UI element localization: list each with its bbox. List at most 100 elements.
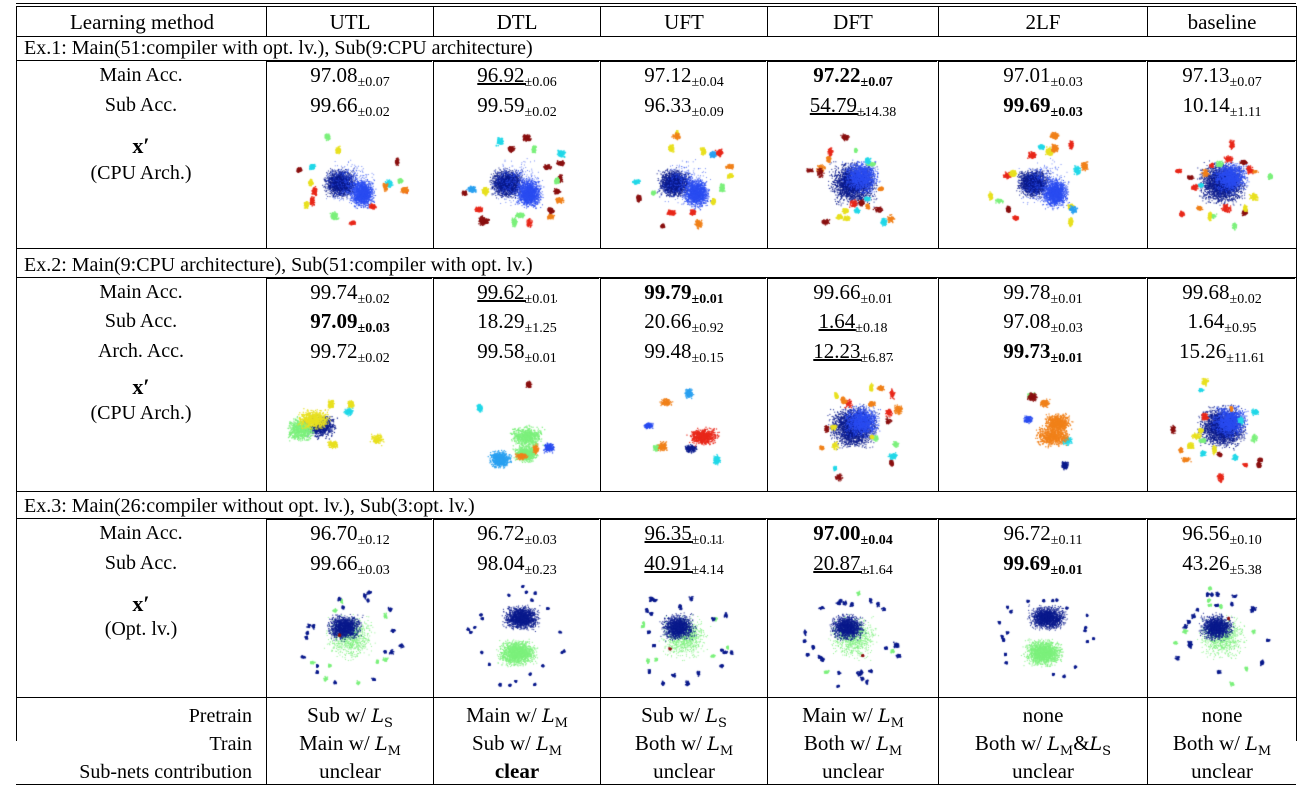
metric-stddev: ±1.64 (860, 563, 893, 578)
tsne-scatter-plot (444, 366, 590, 488)
footer-cell: Both w/ LM (601, 731, 767, 764)
section-2-col-sep (433, 278, 434, 491)
metric-value: 10.14±1.11 (1182, 93, 1262, 120)
metric-value: 99.62±0.01 (477, 280, 557, 307)
metric-value: 99.69±0.01 (1003, 551, 1083, 578)
metric-value: 99.66±0.03 (310, 551, 390, 578)
tsne-scatter-canvas (277, 366, 423, 488)
tsne-scatter-plot (611, 366, 757, 488)
footer-cell: Both w/ LM&LS (939, 731, 1147, 764)
metric-stddev: ±0.03 (1050, 321, 1083, 336)
tsne-scatter-canvas (611, 580, 757, 694)
tsne-scatter-plot (277, 580, 423, 694)
metric-value: 20.87±1.64 (813, 551, 893, 578)
cell-top-rule (939, 519, 1146, 520)
metric-value: 12.23±6.87 (813, 339, 893, 366)
tsne-scatter-canvas (778, 366, 928, 488)
value-cell: 40.91±4.14 (601, 551, 767, 583)
cell-top-rule (768, 61, 937, 62)
metric-stddev: ±0.02 (1229, 292, 1262, 307)
footer-cell: Main w/ LM (768, 703, 938, 736)
cell-top-rule (1148, 61, 1295, 62)
footer-col-sep (767, 697, 768, 785)
tsne-scatter-plot (1158, 366, 1286, 488)
value-cell: 12.23±6.87 (768, 339, 938, 371)
header-baseline: baseline (1187, 10, 1257, 34)
tsne-scatter-canvas (1158, 580, 1286, 694)
value-cell: 97.00±0.04 (768, 521, 938, 553)
metric-stddev: ±0.92 (691, 321, 724, 336)
loss-symbol: LM (1047, 733, 1074, 759)
metric-value: 97.08±0.07 (310, 63, 390, 90)
section-rule-ex3 (16, 518, 1296, 519)
tsne-scatter-plot (949, 366, 1137, 488)
value-cell: 1.64±0.95 (1148, 309, 1296, 341)
metric-value: 18.29±1.25 (477, 309, 557, 336)
value-cell: 96.70±0.12 (267, 521, 433, 553)
metric-stddev: ±0.95 (1224, 321, 1257, 336)
value-cell: 20.87±1.64 (768, 551, 938, 583)
header-learning-method: Learning method (69, 10, 215, 34)
footer-cell: Sub w/ LS (267, 703, 433, 736)
metric-stddev: ±0.12 (357, 533, 390, 548)
value-cell: 99.62±0.01 (434, 280, 600, 312)
metric-stddev: ±0.07 (860, 75, 893, 90)
footer-text: none (1022, 703, 1064, 727)
cell-top-rule (267, 61, 432, 62)
value-cell: 99.78±0.01 (939, 280, 1147, 312)
loss-symbol: LM (1245, 733, 1272, 759)
section-3-col-sep (1147, 519, 1148, 697)
tsne-scatter-canvas (444, 366, 590, 488)
metric-stddev: ±4.14 (691, 563, 724, 578)
tsne-scatter-plot (949, 122, 1137, 244)
metric-stddev: ±0.04 (860, 533, 893, 548)
footer-cell: unclear (1148, 759, 1296, 783)
value-cell: 99.79±0.01 (601, 280, 767, 312)
section-1-col-sep (1147, 61, 1148, 248)
footer-text: Both w/ (803, 731, 877, 755)
metric-value: 97.00±0.04 (813, 521, 893, 548)
value-cell: 10.14±1.11 (1148, 93, 1296, 125)
value-cell: 97.08±0.03 (939, 309, 1147, 341)
header-col-sep (938, 6, 939, 36)
footer-cell: none (1148, 703, 1296, 727)
value-cell: 96.56±0.10 (1148, 521, 1296, 553)
footer-text: Sub w/ (641, 703, 706, 727)
loss-symbol: LM (374, 733, 401, 759)
value-cell: 96.72±0.11 (939, 521, 1147, 553)
metric-stddev: ±0.01 (691, 292, 724, 307)
row-label-xprime: x′ (132, 133, 150, 158)
header-uft: UFT (664, 10, 704, 34)
metric-stddev: ±0.11 (1050, 533, 1083, 548)
value-cell: 99.69±0.03 (939, 93, 1147, 125)
loss-subscript: M (554, 715, 568, 731)
row-label-sub-acc: Sub Acc. (104, 552, 178, 574)
tsne-scatter-canvas (444, 122, 590, 244)
metric-stddev: ±0.10 (1229, 533, 1262, 548)
value-cell: 18.29±1.25 (434, 309, 600, 341)
cell-top-rule (768, 519, 937, 520)
tsne-scatter-canvas (611, 366, 757, 488)
tsne-scatter-canvas (949, 122, 1137, 244)
header-utl: UTL (329, 10, 371, 34)
metric-value: 96.56±0.10 (1182, 521, 1262, 548)
metric-stddev: ±1.11 (1229, 105, 1262, 120)
metric-value: 99.69±0.03 (1003, 93, 1083, 120)
metric-stddev: ±0.03 (357, 563, 390, 578)
row-label-main-acc: Main Acc. (99, 64, 183, 86)
value-cell: 43.26±5.38 (1148, 551, 1296, 583)
value-cell: 99.59±0.02 (434, 93, 600, 125)
tsne-scatter-canvas (778, 580, 928, 694)
cell-top-rule (768, 278, 937, 279)
footer-text: clear (494, 759, 540, 783)
header-col-sep (433, 6, 434, 36)
metric-value: 97.22±0.07 (813, 63, 893, 90)
value-cell: 99.72±0.02 (267, 339, 433, 371)
metric-value: 96.70±0.12 (310, 521, 390, 548)
loss-subscript: M (890, 715, 904, 731)
metric-stddev: ±0.03 (357, 321, 390, 336)
metric-stddev: ±0.03 (1050, 75, 1083, 90)
tsne-scatter-canvas (1158, 366, 1286, 488)
cell-top-rule (939, 278, 1146, 279)
